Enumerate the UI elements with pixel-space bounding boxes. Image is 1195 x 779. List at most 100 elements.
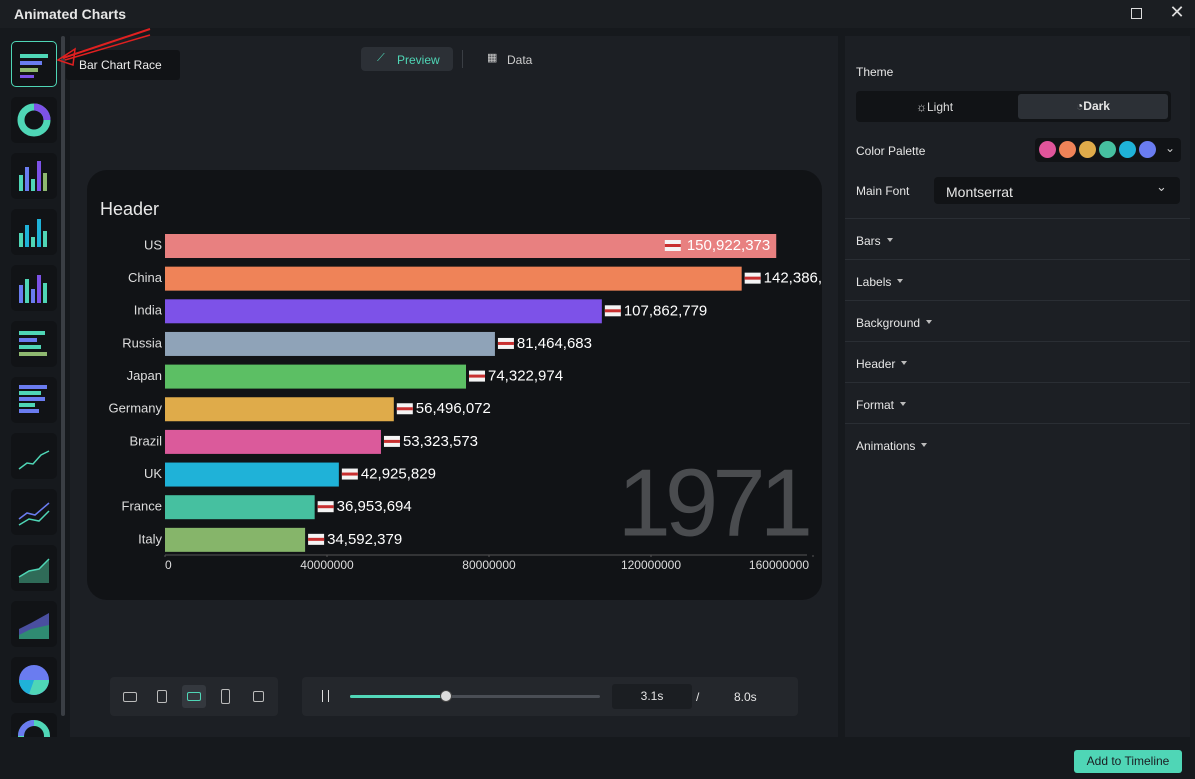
icon-graphic <box>19 331 47 356</box>
settings-section[interactable]: Background <box>845 300 1190 341</box>
font-value: Montserrat <box>946 184 1013 200</box>
close-button[interactable]: ✕ <box>1169 2 1185 22</box>
category-label: US <box>144 237 162 252</box>
x-tick-label: 40000000 <box>300 558 354 572</box>
bar <box>165 299 602 324</box>
bar <box>165 331 495 356</box>
x-tick-label: 80000000 <box>462 558 516 572</box>
chart-type-icon[interactable] <box>11 41 57 87</box>
chart-type-icon[interactable] <box>11 433 57 479</box>
progress-handle[interactable] <box>440 690 452 702</box>
pause-button[interactable] <box>322 690 329 702</box>
time-separator: / <box>696 690 700 704</box>
maximize-button[interactable] <box>1127 4 1147 24</box>
scrollbar[interactable] <box>61 36 65 716</box>
data-tab[interactable]: ▦ Data <box>487 52 533 67</box>
section-label: Labels <box>856 275 903 289</box>
ratio-9-16[interactable] <box>221 689 230 704</box>
icon-graphic <box>17 103 51 137</box>
value-label: 36,953,694 <box>337 498 412 515</box>
value-label: 74,322,974 <box>488 368 563 385</box>
value-label: 42,925,829 <box>361 466 436 483</box>
settings-section[interactable]: Format <box>845 382 1190 423</box>
flag-icon <box>497 337 514 349</box>
value-label: 107,862,779 <box>624 302 707 319</box>
theme-dark[interactable]: ◔Dark <box>1018 94 1168 119</box>
flag-icon <box>383 435 400 447</box>
settings-section[interactable]: Animations <box>845 423 1190 464</box>
category-label: France <box>122 499 162 514</box>
icon-graphic <box>18 558 50 583</box>
aspect-ratio-bar <box>110 677 278 716</box>
bar <box>165 364 467 389</box>
theme-light[interactable]: ☼Light <box>916 100 954 114</box>
chart-type-icon[interactable] <box>11 97 57 143</box>
font-select[interactable]: Montserrat ⌄ <box>934 177 1180 204</box>
icon-graphic <box>19 161 47 191</box>
current-time[interactable]: 3.1s <box>612 684 692 709</box>
settings-section[interactable]: Bars <box>845 218 1190 259</box>
chart-type-icon[interactable] <box>11 377 57 423</box>
section-label: Header <box>856 357 907 371</box>
icon-graphic <box>19 385 47 413</box>
palette-swatch <box>1059 141 1076 158</box>
tab-label: Preview <box>397 53 440 67</box>
theme-option: Dark <box>1083 99 1110 113</box>
ratio-3-4[interactable] <box>157 690 167 703</box>
bar <box>165 429 381 454</box>
category-label: Russia <box>122 335 163 350</box>
section-label: Bars <box>856 234 893 248</box>
playback-bar: 3.1s / 8.0s <box>302 677 798 716</box>
preview-panel: ⟋ Preview ▦ Data Header 1971 0 40000000 800… <box>70 36 838 737</box>
chart-type-icon[interactable] <box>11 489 57 535</box>
chart-type-icon[interactable] <box>11 657 57 703</box>
value-label: 142,386,810 <box>764 270 822 287</box>
chart-type-icon[interactable] <box>11 601 57 647</box>
settings-section[interactable]: Labels <box>845 259 1190 300</box>
value-label: 81,464,683 <box>517 335 592 352</box>
icon-graphic <box>19 665 49 695</box>
palette-picker[interactable]: ⌄ <box>1035 138 1181 162</box>
chart-title: Header <box>100 199 159 219</box>
palette-label: Color Palette <box>856 144 926 158</box>
flag-icon <box>317 501 334 513</box>
chart-type-icon[interactable] <box>11 713 57 737</box>
chart-type-icon[interactable] <box>11 321 57 367</box>
chart-card: Header 1971 0 40000000 80000000 120000000 160… <box>87 170 822 600</box>
flag-icon <box>308 533 325 545</box>
total-time: 8.0s <box>734 690 757 704</box>
section-label: Format <box>856 398 906 412</box>
chart-type-icon[interactable] <box>11 209 57 255</box>
category-label: China <box>128 270 163 285</box>
value-label: 56,496,072 <box>416 400 491 417</box>
red-arrow <box>56 28 151 67</box>
ratio-wide-selected[interactable] <box>182 685 206 708</box>
add-to-timeline-button[interactable]: Add to Timeline <box>1074 750 1182 773</box>
tab-label: Data <box>507 53 533 67</box>
chart-type-icon[interactable] <box>11 265 57 311</box>
progress-track[interactable] <box>350 695 600 698</box>
ratio-1-1[interactable] <box>253 691 264 702</box>
icon-graphic <box>18 502 50 526</box>
flag-icon <box>469 370 486 382</box>
flag-icon <box>744 272 761 284</box>
palette-swatch <box>1039 141 1056 158</box>
section-label: Background <box>856 316 932 330</box>
icon-graphic <box>19 613 49 639</box>
palette-swatch <box>1139 141 1156 158</box>
section-label: Animations <box>856 439 927 453</box>
chart: Header 1971 0 40000000 80000000 120000000 160… <box>100 199 822 572</box>
flag-icon <box>341 468 358 480</box>
ratio-16-9[interactable] <box>123 692 137 702</box>
settings-panel: Theme ☼Light ◔Dark Color Palette ⌄ Main … <box>845 36 1190 737</box>
flag-icon <box>396 403 413 415</box>
icon-graphic <box>19 219 47 247</box>
chart-type-icon[interactable] <box>11 153 57 199</box>
category-label: UK <box>144 466 162 481</box>
settings-section[interactable]: Header <box>845 341 1190 382</box>
category-label: Brazil <box>129 433 162 448</box>
category-label: India <box>134 303 163 318</box>
value-label: 53,323,573 <box>403 433 478 450</box>
preview-tab[interactable]: ⟋ Preview <box>361 47 453 71</box>
chart-type-icon[interactable] <box>11 545 57 591</box>
